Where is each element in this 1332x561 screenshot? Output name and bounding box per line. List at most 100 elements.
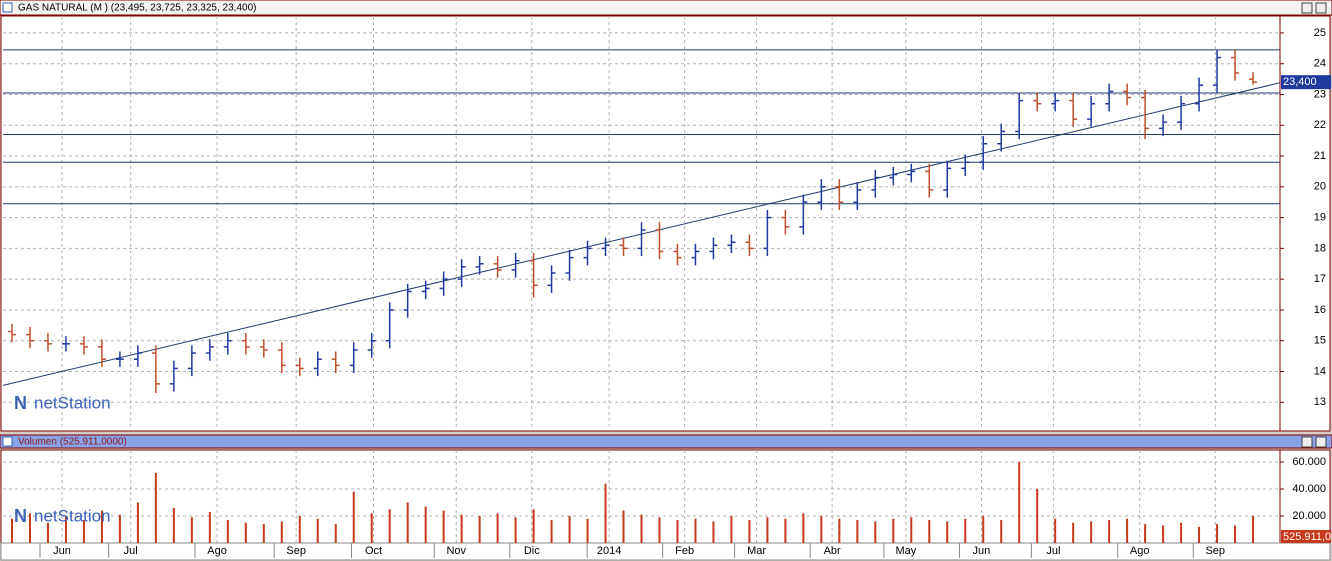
last-volume-label: 525.911,0 <box>1283 531 1331 543</box>
volume-bar <box>262 524 265 543</box>
volume-bar <box>910 517 913 543</box>
volume-bar <box>1144 524 1147 543</box>
x-tick-label: Abr <box>824 545 841 557</box>
volume-bar <box>82 520 85 543</box>
volume-bar <box>892 518 895 543</box>
y-tick-label: 19 <box>1314 212 1326 224</box>
volume-bar <box>1108 520 1111 543</box>
volume-bar <box>1126 518 1129 543</box>
volume-bar <box>676 520 679 543</box>
volume-bar <box>568 516 571 543</box>
y-tick-label: 18 <box>1314 242 1326 254</box>
volume-header <box>0 434 1332 449</box>
volume-bar <box>640 514 643 543</box>
volume-bar <box>298 516 301 543</box>
y-tick-label: 60.000 <box>1292 456 1326 468</box>
volume-bar <box>514 517 517 543</box>
x-tick-label: Sep <box>286 545 306 557</box>
volume-plot-bg <box>0 449 1331 544</box>
x-tick-label: 2014 <box>597 545 621 557</box>
y-tick-label: 23 <box>1314 88 1326 100</box>
y-tick-label: 15 <box>1314 335 1326 347</box>
logo-mark: N <box>14 506 27 526</box>
panel-icon <box>2 436 13 447</box>
volume-bar <box>1036 489 1039 543</box>
volume-bar <box>460 514 463 543</box>
volume-bar <box>622 510 625 543</box>
volume-bar <box>64 516 67 543</box>
volume-bar <box>154 472 157 543</box>
volume-bar <box>604 483 607 543</box>
volume-bar <box>280 521 283 543</box>
volume-bar <box>694 518 697 543</box>
volume-bar <box>352 491 355 543</box>
volume-bar <box>442 510 445 543</box>
volume-bar <box>532 509 535 543</box>
volume-bar <box>1018 462 1021 543</box>
volume-bar <box>964 518 967 543</box>
x-tick-label: Jun <box>53 545 71 557</box>
volume-bar <box>838 518 841 543</box>
volume-bar <box>820 516 823 543</box>
volume-bar <box>316 518 319 543</box>
volume-bar <box>550 520 553 543</box>
volume-bar <box>136 502 139 543</box>
close-button[interactable] <box>1315 436 1327 448</box>
volume-bar <box>802 513 805 543</box>
volume-bar <box>1216 524 1219 543</box>
volume-bar <box>766 517 769 543</box>
volume-bar <box>190 517 193 543</box>
last-price-label: 23,400 <box>1283 76 1317 88</box>
x-axis-strip <box>0 542 1331 561</box>
x-tick-label: May <box>896 545 917 557</box>
volume-bar <box>28 513 31 543</box>
x-tick-label: Feb <box>675 545 694 557</box>
y-tick-label: 17 <box>1314 273 1326 285</box>
volume-bar <box>856 520 859 543</box>
y-tick-label: 24 <box>1314 58 1326 70</box>
volume-bar <box>172 507 175 543</box>
volume-bar <box>1000 520 1003 543</box>
volume-bar <box>1054 518 1057 543</box>
volume-bar <box>46 522 49 543</box>
volume-bar <box>478 516 481 543</box>
volume-bar <box>982 516 985 543</box>
volume-bar <box>1234 525 1237 543</box>
y-tick-label: 13 <box>1314 396 1326 408</box>
volume-bar <box>424 506 427 543</box>
maximize-button[interactable] <box>1301 2 1313 14</box>
x-tick-label: Dic <box>524 545 540 557</box>
y-tick-label: 40.000 <box>1292 483 1326 495</box>
volume-bar <box>100 510 103 543</box>
y-tick-label: 25 <box>1314 27 1326 39</box>
volume-bar <box>334 524 337 543</box>
volume-bar <box>388 509 391 543</box>
volume-bar <box>874 521 877 543</box>
volume-bar <box>712 521 715 543</box>
x-tick-label: Jul <box>1046 545 1060 557</box>
volume-bar <box>1090 521 1093 543</box>
logo: netStation <box>34 393 111 412</box>
x-tick-label: Ago <box>1130 545 1150 557</box>
maximize-button[interactable] <box>1301 436 1313 448</box>
panel-icon <box>2 2 13 13</box>
volume-bar <box>208 511 211 543</box>
volume-bar <box>1252 516 1255 543</box>
close-button[interactable] <box>1315 2 1327 14</box>
price-header <box>0 0 1332 16</box>
volume-bar <box>748 520 751 543</box>
volume-bar <box>226 520 229 543</box>
volume-bar <box>928 520 931 543</box>
volume-bar <box>1180 522 1183 543</box>
y-tick-label: 20 <box>1314 181 1326 193</box>
logo: netStation <box>34 506 111 525</box>
x-tick-label: Ago <box>207 545 227 557</box>
volume-bar <box>370 513 373 543</box>
volume-bar <box>1198 526 1201 543</box>
volume-bar <box>730 516 733 543</box>
price-title: GAS NATURAL (M ) (23,495, 23,725, 23,325… <box>18 3 256 14</box>
x-tick-label: Sep <box>1205 545 1225 557</box>
volume-bar <box>244 522 247 543</box>
